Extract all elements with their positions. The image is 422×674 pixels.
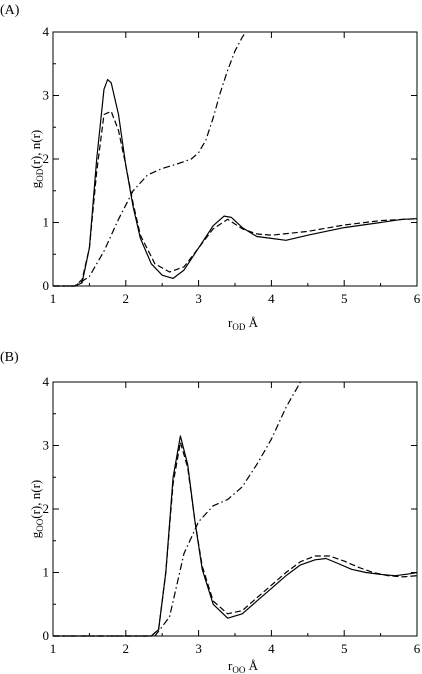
x-axis-title-a-rest: Å xyxy=(245,315,258,330)
plot-frame-a xyxy=(52,31,418,287)
y-axis-title-a-main: g xyxy=(28,181,43,188)
x-tick-label-b-5: 5 xyxy=(341,641,348,656)
y-axis-title-a-rest: (r), n(r) xyxy=(28,130,43,169)
y-tick-label-a-1: 1 xyxy=(43,215,50,230)
curves-b xyxy=(53,382,417,637)
series-a-dashdot-line xyxy=(53,32,247,287)
y-tick-label-b-3: 3 xyxy=(43,438,50,453)
x-tick-label-b-6: 6 xyxy=(414,641,421,656)
x-tick-label-a-4: 4 xyxy=(268,291,275,306)
y-tick-label-a-3: 3 xyxy=(43,88,50,103)
y-axis-title-a-sub: OD xyxy=(35,168,45,181)
x-axis-title-b: rOO Å xyxy=(228,658,259,674)
x-axis-title-b-rest: Å xyxy=(245,658,258,673)
series-b-dashed-line xyxy=(53,441,417,637)
y-axis-title-a: gOD(r), n(r) xyxy=(28,130,45,188)
panel-b-label: (B) xyxy=(0,350,19,365)
x-tick-label-a-3: 3 xyxy=(195,291,202,306)
plot-frame-b xyxy=(52,381,418,637)
x-axis-title-a-main: r xyxy=(228,315,233,330)
curves-a xyxy=(53,32,417,287)
x-tick-label-b-4: 4 xyxy=(268,641,275,656)
series-b-dashdot-line xyxy=(53,382,302,637)
y-tick-label-a-2: 2 xyxy=(43,151,50,166)
x-tick-label-b-2: 2 xyxy=(123,641,130,656)
y-tick-label-b-4: 4 xyxy=(43,374,50,389)
series-b-solid-line xyxy=(53,435,417,637)
x-tick-label-b-1: 1 xyxy=(50,641,57,656)
y-axis-title-b-main: g xyxy=(28,531,43,538)
x-axis-title-a-sub: OD xyxy=(232,322,245,332)
series-a-solid-line xyxy=(53,79,417,287)
x-tick-label-a-1: 1 xyxy=(50,291,57,306)
x-axis-title-a: rOD Å xyxy=(228,315,259,332)
x-axis-title-b-sub: OO xyxy=(232,665,245,674)
x-tick-label-b-3: 3 xyxy=(195,641,202,656)
series-a-dashed-line xyxy=(53,110,417,287)
y-axis-title-b: gOO(r), n(r) xyxy=(28,480,45,538)
y-tick-label-b-1: 1 xyxy=(43,565,50,580)
y-tick-label-b-0: 0 xyxy=(43,628,50,643)
x-axis-title-b-main: r xyxy=(228,658,233,673)
y-tick-label-a-4: 4 xyxy=(43,24,50,39)
panel-a-label: (A) xyxy=(0,3,20,18)
y-tick-label-b-2: 2 xyxy=(43,501,50,516)
x-tick-label-a-2: 2 xyxy=(123,291,130,306)
y-axis-title-b-sub: OO xyxy=(35,518,45,531)
y-axis-title-b-rest: (r), n(r) xyxy=(28,480,43,519)
x-tick-label-a-6: 6 xyxy=(414,291,421,306)
y-tick-label-a-0: 0 xyxy=(43,278,50,293)
x-tick-label-a-5: 5 xyxy=(341,291,348,306)
